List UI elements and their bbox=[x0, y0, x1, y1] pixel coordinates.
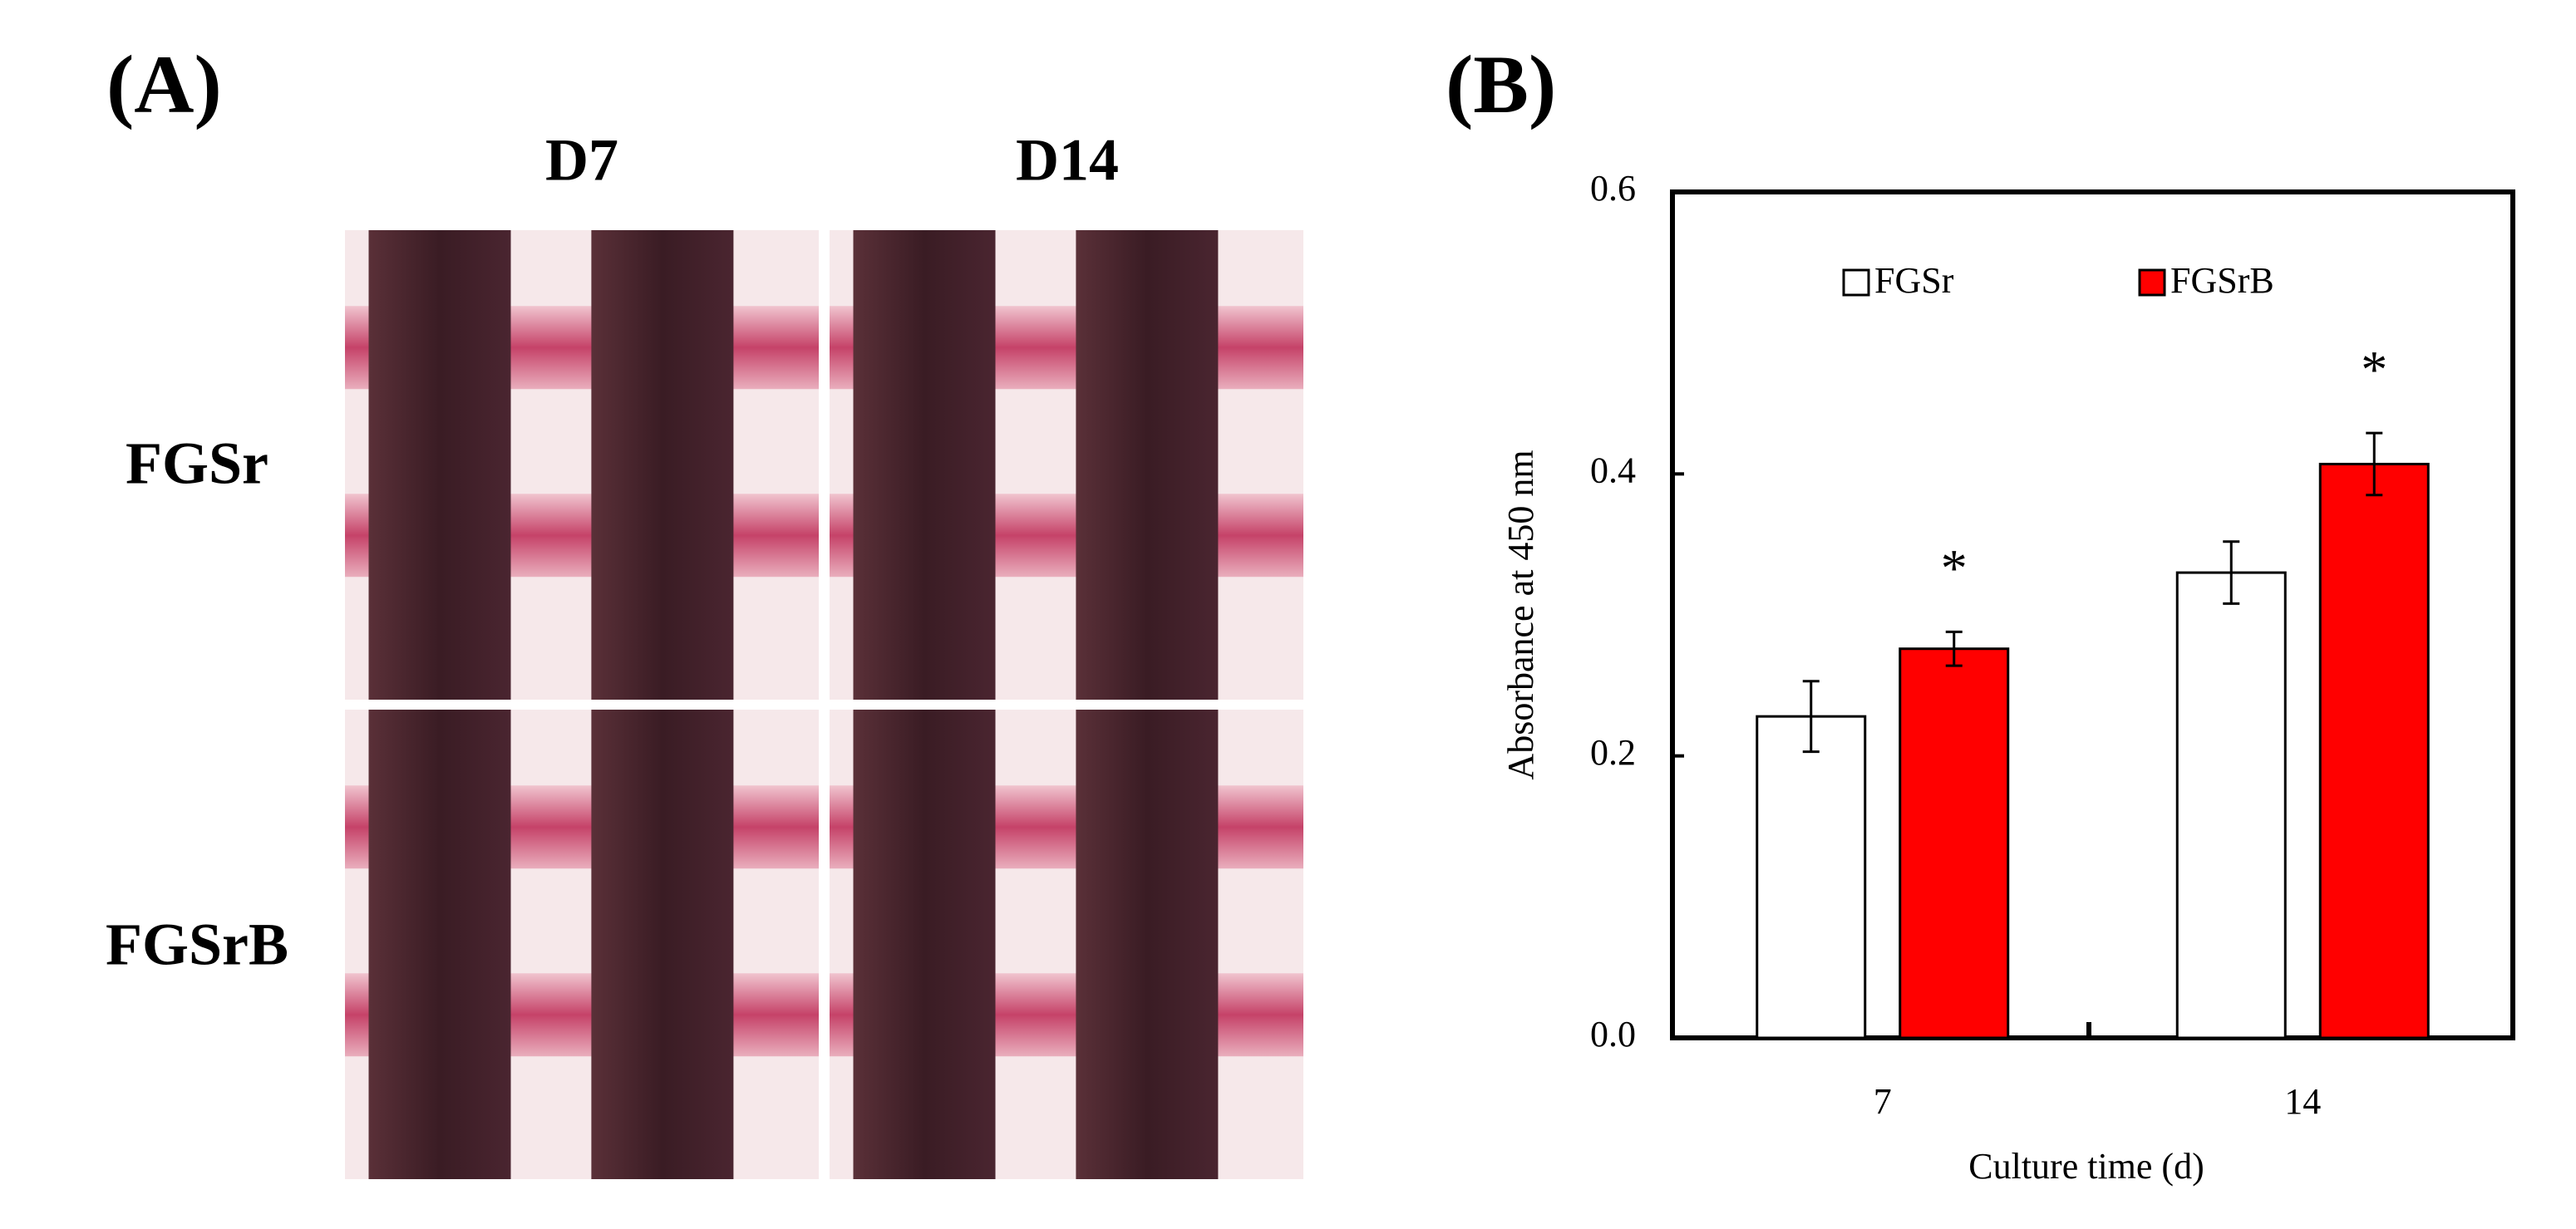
significance-marker: * bbox=[2361, 340, 2387, 399]
error-bar bbox=[1802, 680, 1820, 754]
photo-strip bbox=[368, 710, 511, 1179]
x-tick-label: 14 bbox=[2284, 1081, 2321, 1122]
error-bar bbox=[1945, 630, 1963, 667]
error-bar bbox=[2366, 431, 2383, 497]
photo-strip bbox=[368, 230, 511, 700]
error-bar bbox=[2223, 540, 2240, 605]
plot-frame bbox=[1670, 189, 2515, 1040]
legend-label: FGSr bbox=[1874, 260, 1954, 301]
legend-label: FGSrB bbox=[2170, 260, 2274, 301]
photo-strip bbox=[591, 710, 734, 1179]
y-tick-label: 0.0 bbox=[1590, 1014, 1636, 1054]
bar bbox=[2175, 571, 2287, 1040]
x-axis-label: Culture time (d) bbox=[1968, 1146, 2204, 1187]
row-label: FGSrB bbox=[106, 912, 288, 978]
photo-strip bbox=[1076, 710, 1219, 1179]
y-tick-label: 0.6 bbox=[1590, 168, 1636, 209]
legend-swatch bbox=[2138, 268, 2166, 297]
bar bbox=[2318, 462, 2430, 1040]
y-axis-label: Absorbance at 450 nm bbox=[1500, 450, 1541, 779]
y-tick-label: 0.4 bbox=[1590, 450, 1636, 490]
bar bbox=[1899, 647, 2010, 1040]
significance-marker: * bbox=[1941, 538, 1968, 597]
micrographs bbox=[345, 230, 1303, 1179]
column-label: D14 bbox=[1016, 127, 1119, 194]
photo-strip bbox=[853, 230, 996, 700]
y-tick-label: 0.2 bbox=[1590, 732, 1636, 773]
panel-label: (B) bbox=[1446, 38, 1556, 130]
row-label: FGSr bbox=[126, 430, 268, 497]
panel-label: (A) bbox=[106, 38, 222, 130]
bar bbox=[1756, 715, 1867, 1040]
photo-strip bbox=[591, 230, 734, 700]
x-tick-label: 7 bbox=[1874, 1081, 1892, 1122]
legend-swatch bbox=[1842, 268, 1870, 297]
photo-strip bbox=[1076, 230, 1219, 700]
column-label: D7 bbox=[545, 127, 618, 194]
photo-strip bbox=[853, 710, 996, 1179]
